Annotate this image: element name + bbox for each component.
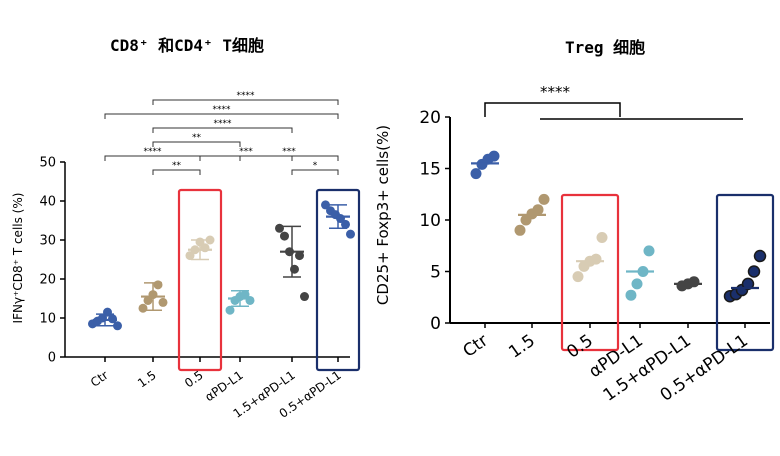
data-point — [596, 232, 608, 244]
x-tick-label: 1.5 — [505, 331, 539, 363]
left-chart-title: CD8⁺ 和CD4⁺ T细胞 — [110, 36, 264, 55]
y-axis-title: IFNγ⁺CD8⁺ T cells (%) — [11, 193, 25, 324]
data-point — [625, 289, 637, 301]
y-tick-label: 40 — [39, 195, 56, 210]
y-tick-label: 20 — [39, 273, 56, 288]
data-point — [321, 200, 330, 210]
significance-bracket — [152, 169, 201, 175]
significance-label: **** — [214, 119, 233, 129]
data-point — [295, 251, 304, 261]
significance-bracket — [152, 141, 241, 147]
x-tick-label: 0.5 — [563, 331, 597, 363]
data-point — [688, 276, 700, 288]
data-point — [153, 280, 163, 290]
data-point — [631, 278, 643, 290]
y-tick-label: 0 — [48, 351, 56, 366]
x-tick-label: 0.5 — [182, 368, 206, 390]
significance-label: *** — [239, 147, 253, 157]
data-point — [538, 193, 550, 205]
data-point — [643, 245, 655, 257]
data-point — [590, 253, 602, 265]
significance-bracket — [484, 102, 621, 117]
significance-bracket — [239, 155, 339, 161]
y-tick-label: 0 — [430, 314, 441, 334]
data-point — [158, 297, 168, 307]
data-point — [143, 295, 153, 305]
y-tick-label: 10 — [419, 211, 441, 231]
data-point — [240, 290, 250, 300]
data-point — [275, 223, 284, 233]
data-point — [245, 295, 255, 305]
highlight-box — [177, 188, 223, 372]
data-point — [753, 249, 767, 263]
data-point — [747, 265, 761, 278]
y-tick-label: 30 — [39, 234, 56, 249]
y-tick-label: 10 — [39, 312, 56, 327]
significance-label: *** — [282, 147, 296, 157]
significance-label: ** — [172, 161, 182, 171]
x-tick-label: Ctr — [459, 331, 491, 362]
significance-label: * — [313, 161, 318, 171]
y-tick-label: 50 — [39, 156, 56, 171]
significance-label: **** — [144, 147, 163, 157]
data-point — [488, 150, 500, 162]
data-point — [741, 277, 755, 291]
data-point — [514, 224, 526, 236]
data-point — [532, 204, 544, 216]
data-point — [341, 219, 350, 229]
significance-label: ** — [192, 133, 202, 143]
significance-label: **** — [237, 91, 256, 101]
highlight-box — [560, 193, 620, 352]
y-tick-label: 5 — [430, 262, 441, 282]
data-point — [138, 303, 148, 313]
x-tick-label: 1.5 — [135, 368, 159, 390]
significance-bracket — [291, 169, 339, 175]
highlight-box — [315, 188, 361, 372]
x-tick-label: αPD-L1 — [202, 368, 245, 404]
data-point — [346, 229, 355, 239]
data-point — [185, 251, 195, 261]
y-tick-label: 20 — [419, 108, 441, 128]
significance-label: **** — [213, 105, 232, 115]
chart-panel-0 — [60, 99, 361, 372]
data-point — [280, 231, 289, 241]
highlight-box — [715, 193, 775, 352]
significance-bracket — [152, 127, 293, 133]
data-point — [200, 243, 210, 253]
significance-bracket — [104, 113, 339, 119]
chart-panel-1 — [445, 102, 775, 352]
y-axis-title: CD25+ Foxp3+ cells(%) — [374, 125, 392, 305]
y-tick-label: 15 — [419, 159, 441, 179]
data-point — [470, 168, 482, 180]
data-point — [205, 235, 215, 245]
x-tick-label: Ctr — [88, 368, 111, 390]
significance-label: **** — [540, 83, 571, 101]
data-point — [113, 321, 122, 331]
right-chart-title: Treg 细胞 — [565, 38, 646, 57]
data-point — [225, 305, 235, 315]
data-point — [300, 292, 309, 302]
data-point — [572, 271, 584, 283]
significance-bracket — [152, 99, 339, 105]
